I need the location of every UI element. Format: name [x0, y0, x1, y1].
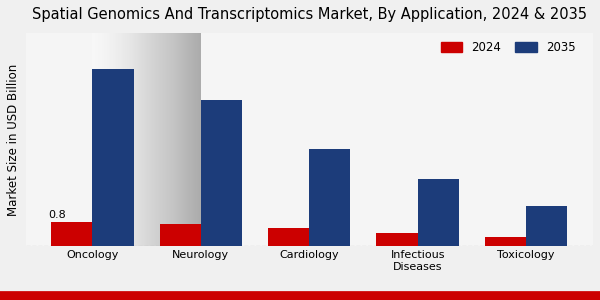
Bar [485, 237, 526, 246]
Bar [526, 206, 567, 246]
Title: Spatial Genomics And Transcriptomics Market, By Application, 2024 & 2035: Spatial Genomics And Transcriptomics Mar… [32, 7, 587, 22]
Legend: 2024, 2035: 2024, 2035 [441, 41, 576, 54]
Text: 0.8: 0.8 [49, 210, 67, 220]
Bar [201, 100, 242, 246]
Bar [51, 222, 92, 246]
Bar [92, 69, 134, 246]
Bar [160, 224, 201, 246]
Bar [268, 228, 309, 246]
Bar [309, 148, 350, 246]
Bar [376, 233, 418, 246]
Bar [418, 179, 459, 246]
Y-axis label: Market Size in USD Billion: Market Size in USD Billion [7, 63, 20, 215]
